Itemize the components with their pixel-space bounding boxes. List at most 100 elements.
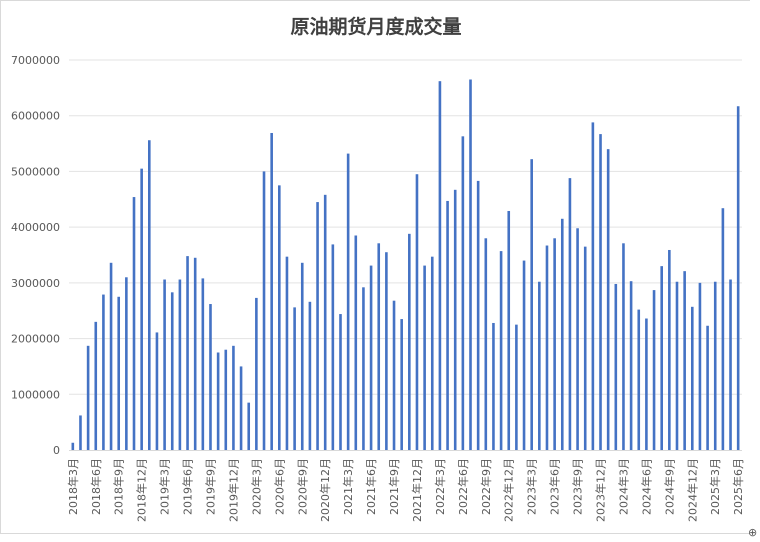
y-tick-label: 6000000: [11, 110, 60, 123]
bar: [300, 262, 304, 450]
x-tick-label: 2024年9月: [662, 458, 676, 515]
x-tick-label: 2024年12月: [685, 458, 699, 522]
bar: [239, 366, 243, 450]
bar: [606, 149, 610, 450]
bar: [652, 290, 656, 450]
bar: [186, 256, 189, 450]
bar: [354, 235, 358, 450]
bar: [553, 238, 556, 450]
y-tick-label: 0: [53, 444, 60, 457]
x-tick-label: 2020年9月: [295, 458, 309, 515]
bar: [278, 185, 281, 450]
bar: [331, 244, 335, 450]
y-tick-label: 2000000: [11, 333, 60, 346]
x-tick-label: 2019年3月: [158, 458, 172, 515]
bar: [675, 281, 679, 450]
bar: [469, 79, 472, 450]
bar: [453, 189, 457, 451]
bar: [201, 278, 205, 450]
y-tick-label: 3000000: [11, 277, 60, 290]
x-tick-label: 2019年6月: [181, 458, 195, 515]
bar: [507, 210, 511, 450]
bar: [247, 402, 251, 450]
chart-area: [0, 0, 750, 534]
bar: [576, 228, 579, 450]
bar: [438, 81, 442, 451]
bars: [71, 79, 740, 451]
x-tick-label: 2023年6月: [548, 458, 562, 515]
bar: [690, 306, 694, 450]
bar: [629, 281, 633, 450]
x-tick-label: 2020年12月: [318, 458, 332, 522]
bar: [522, 260, 526, 450]
bar: [155, 332, 159, 450]
bar: [308, 301, 312, 450]
x-tick-label: 2024年3月: [616, 458, 630, 515]
bar: [178, 279, 182, 450]
bar: [706, 325, 709, 450]
bar: [545, 245, 549, 450]
bar: [614, 283, 618, 450]
bar: [538, 281, 541, 450]
bar: [224, 349, 228, 450]
bar: [377, 243, 381, 450]
bar: [86, 345, 90, 450]
y-axis-tick-labels: 0 1000000 2000000 3000000 4000000 5000000 6000…: [11, 54, 60, 457]
bar: [530, 159, 533, 450]
x-tick-label: 2022年9月: [479, 458, 493, 515]
bar: [568, 178, 572, 450]
bar: [515, 324, 518, 450]
bar: [560, 218, 564, 450]
bar: [599, 134, 602, 450]
bar: [148, 140, 151, 450]
bar: [721, 208, 725, 450]
bar: [492, 322, 495, 450]
x-tick-label: 2023年3月: [525, 458, 539, 515]
bar: [408, 233, 411, 450]
bar: [109, 262, 113, 450]
bar: [94, 321, 98, 450]
x-tick-label: 2025年3月: [708, 458, 722, 515]
bar: [339, 314, 342, 450]
y-tick-label: 1000000: [11, 388, 60, 401]
x-tick-label: 2021年12月: [410, 458, 424, 522]
x-tick-label: 2020年3月: [249, 458, 263, 515]
bar: [660, 266, 663, 450]
bar: [484, 238, 488, 450]
bar: [392, 300, 396, 450]
bar: [645, 318, 648, 450]
x-tick-label: 2023年9月: [571, 458, 585, 515]
bar: [255, 297, 258, 450]
y-tick-label: 4000000: [11, 221, 60, 234]
bar: [476, 180, 480, 450]
bar: [385, 252, 388, 450]
x-tick-label: 2021年3月: [341, 458, 355, 515]
bar: [415, 174, 419, 450]
bar: [163, 279, 166, 450]
bar: [125, 277, 128, 450]
bar: [736, 106, 740, 450]
bar: [323, 194, 327, 450]
bar: [499, 251, 503, 450]
bar: [193, 257, 197, 450]
bar: [293, 307, 296, 450]
y-tick-label: 5000000: [11, 165, 60, 178]
x-tick-label: 2024年6月: [639, 458, 653, 515]
bar: [591, 122, 595, 451]
bar: [683, 271, 686, 450]
bar: [400, 319, 403, 450]
bar: [102, 294, 105, 450]
x-tick-label: 2019年12月: [226, 458, 240, 522]
bar: [346, 153, 350, 450]
bar: [461, 136, 465, 451]
x-tick-label: 2021年9月: [387, 458, 401, 515]
bar: [170, 292, 174, 450]
x-tick-label: 2018年12月: [135, 458, 149, 522]
x-tick-label: 2018年9月: [112, 458, 126, 515]
bar: [140, 168, 143, 450]
bar: [637, 309, 641, 450]
bar: [430, 256, 434, 450]
x-tick-label: 2025年6月: [731, 458, 745, 515]
x-tick-label: 2022年3月: [433, 458, 447, 515]
